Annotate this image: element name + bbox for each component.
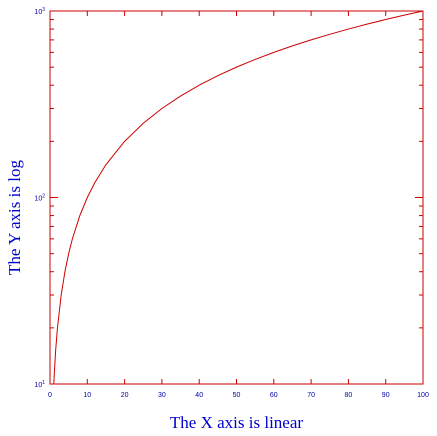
x-tick-label: 40 <box>195 392 203 399</box>
y-tick-label: 101 <box>34 380 45 389</box>
y-tick-label: 103 <box>34 7 45 16</box>
x-tick-label: 50 <box>233 392 241 399</box>
x-tick-label: 90 <box>382 392 390 399</box>
x-axis-title: The X axis is linear <box>170 413 303 432</box>
x-ticks <box>49 11 424 384</box>
x-tick-label: 60 <box>270 392 278 399</box>
x-tick-label: 80 <box>345 392 353 399</box>
y-axis-title: The Y axis is log <box>5 160 24 275</box>
y-ticks <box>50 10 423 385</box>
y-tick-label: 102 <box>34 194 45 203</box>
x-tick-label: 70 <box>307 392 315 399</box>
x-tick-label: 20 <box>121 392 129 399</box>
y-tick-labels: 101 102 103 <box>34 7 45 389</box>
x-tick-labels: 0 10 20 30 40 50 60 70 80 90 100 <box>48 392 429 399</box>
x-tick-label: 10 <box>83 392 91 399</box>
series-line <box>53 10 424 385</box>
x-tick-label: 0 <box>48 392 52 399</box>
x-tick-label: 30 <box>158 392 166 399</box>
x-tick-label: 100 <box>417 392 429 399</box>
